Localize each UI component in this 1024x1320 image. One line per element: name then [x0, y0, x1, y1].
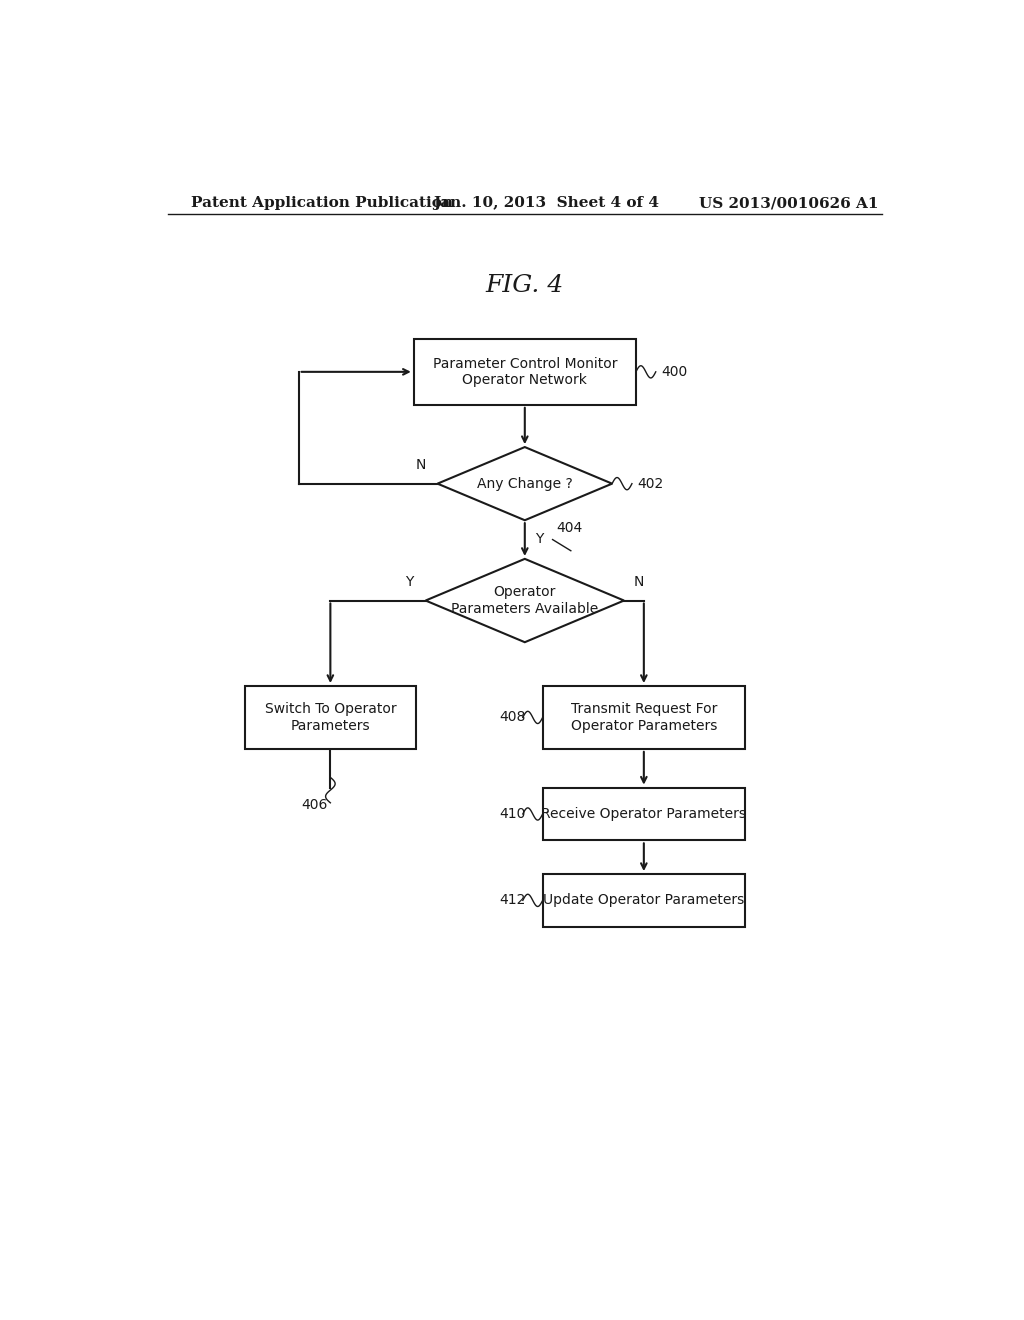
Text: 406: 406 — [301, 797, 328, 812]
Text: 404: 404 — [557, 521, 583, 536]
Text: US 2013/0010626 A1: US 2013/0010626 A1 — [699, 197, 879, 210]
Text: 412: 412 — [499, 894, 525, 907]
Text: 410: 410 — [499, 807, 525, 821]
Text: 400: 400 — [662, 364, 687, 379]
FancyBboxPatch shape — [414, 339, 636, 405]
Text: 408: 408 — [499, 710, 525, 725]
Text: Jan. 10, 2013  Sheet 4 of 4: Jan. 10, 2013 Sheet 4 of 4 — [433, 197, 659, 210]
FancyBboxPatch shape — [543, 874, 745, 927]
Text: N: N — [634, 576, 644, 589]
Text: 402: 402 — [638, 477, 664, 491]
Text: Parameter Control Monitor
Operator Network: Parameter Control Monitor Operator Netwo… — [432, 356, 617, 387]
FancyBboxPatch shape — [245, 686, 416, 748]
Text: Patent Application Publication: Patent Application Publication — [191, 197, 454, 210]
Text: N: N — [415, 458, 426, 473]
Text: Any Change ?: Any Change ? — [477, 477, 572, 491]
Text: Receive Operator Parameters: Receive Operator Parameters — [542, 807, 746, 821]
Text: FIG. 4: FIG. 4 — [485, 275, 564, 297]
Text: Operator
Parameters Available: Operator Parameters Available — [452, 586, 598, 615]
Polygon shape — [437, 447, 612, 520]
Text: Y: Y — [536, 532, 544, 546]
Text: Switch To Operator
Parameters: Switch To Operator Parameters — [264, 702, 396, 733]
Polygon shape — [426, 558, 624, 643]
Text: Transmit Request For
Operator Parameters: Transmit Request For Operator Parameters — [570, 702, 717, 733]
FancyBboxPatch shape — [543, 686, 745, 748]
Text: Update Operator Parameters: Update Operator Parameters — [543, 894, 744, 907]
FancyBboxPatch shape — [543, 788, 745, 841]
Text: Y: Y — [406, 576, 414, 589]
